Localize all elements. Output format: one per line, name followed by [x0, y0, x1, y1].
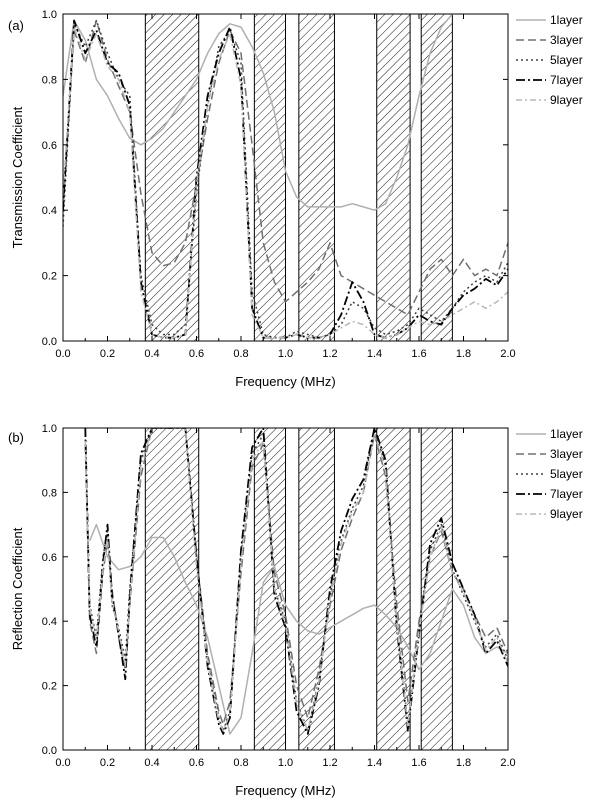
x-tick-label: 0.4 [144, 757, 159, 769]
panel-label: (a) [8, 18, 24, 33]
band-gap-region [420, 427, 453, 751]
y-tick-label: 0.2 [42, 271, 57, 283]
legend-label: 5layer [550, 53, 583, 67]
x-tick-label: 2.0 [500, 757, 515, 769]
y-axis-title: Reflection Coefficient [10, 527, 25, 650]
y-tick-label: 1.0 [42, 9, 57, 21]
series-line-1layer [63, 14, 453, 211]
band-gap-region [253, 13, 287, 342]
legend-label: 7layer [550, 73, 583, 87]
x-tick-label: 0.4 [144, 348, 159, 360]
x-tick-label: 1.2 [322, 348, 337, 360]
y-tick-label: 0.0 [42, 336, 57, 348]
legend-label: 3layer [550, 33, 583, 47]
x-tick-label: 0.6 [189, 757, 204, 769]
x-tick-label: 1.0 [278, 757, 293, 769]
x-tick-label: 0.2 [100, 757, 115, 769]
panel-label: (b) [8, 430, 24, 445]
x-tick-label: 1.4 [367, 348, 382, 360]
x-tick-label: 1.6 [411, 757, 426, 769]
band-gap-region [144, 427, 200, 751]
y-tick-label: 0.4 [42, 205, 57, 217]
band-gap-region [298, 427, 335, 751]
x-tick-label: 0.0 [55, 757, 70, 769]
x-tick-label: 2.0 [500, 348, 515, 360]
legend-label: 5layer [550, 467, 583, 481]
series-line-3layer [63, 19, 508, 316]
legend-label: 9layer [550, 93, 583, 107]
x-tick-label: 1.6 [411, 348, 426, 360]
y-tick-label: 0.8 [42, 487, 57, 499]
series-lines [84, 428, 508, 735]
y-tick-label: 1.0 [42, 423, 57, 435]
x-tick-label: 1.0 [278, 348, 293, 360]
x-tick-label: 1.4 [367, 757, 382, 769]
x-axis-title: Frequency (MHz) [235, 783, 335, 798]
legend-label: 7layer [550, 487, 583, 501]
y-tick-label: 0.8 [42, 74, 57, 86]
band-gap-region [298, 13, 335, 342]
x-tick-label: 0.8 [233, 757, 248, 769]
band-gap-region [144, 13, 200, 342]
series-line-1layer [89, 523, 508, 735]
x-tick-label: 1.8 [456, 348, 471, 360]
legend-label: 1layer [550, 427, 583, 441]
y-tick-label: 0.2 [42, 681, 57, 693]
legend-label: 3layer [550, 447, 583, 461]
reflection-chart: 0.0 0.2 0.4 0.6 0.8 1.0 1.2 1.4 1.6 1.8 2.0 0.0 0.2 0… [8, 423, 583, 798]
legend-label: 1layer [550, 13, 583, 27]
y-tick-label: 0.6 [42, 140, 57, 152]
y-tick-label: 0.0 [42, 745, 57, 757]
x-axis-title: Frequency (MHz) [235, 374, 335, 389]
x-tick-label: 0.6 [189, 348, 204, 360]
x-tick-label: 0.0 [55, 348, 70, 360]
y-tick-label: 0.4 [42, 616, 57, 628]
band-gap-region [376, 13, 411, 342]
transmission-chart: 0.0 0.2 0.4 0.6 0.8 1.0 1.2 1.4 1.6 1.8 2.0 0.0 0.2 0… [8, 9, 583, 389]
x-tick-label: 1.2 [322, 757, 337, 769]
y-axis-title: Transmission Coefficient [10, 106, 25, 248]
x-tick-label: 0.2 [100, 348, 115, 360]
x-tick-label: 0.8 [233, 348, 248, 360]
x-tick-label: 1.8 [456, 757, 471, 769]
series-line-9layer [63, 26, 508, 339]
y-tick-label: 0.6 [42, 552, 57, 564]
legend-label: 9layer [550, 507, 583, 521]
band-gap-region [420, 13, 453, 342]
